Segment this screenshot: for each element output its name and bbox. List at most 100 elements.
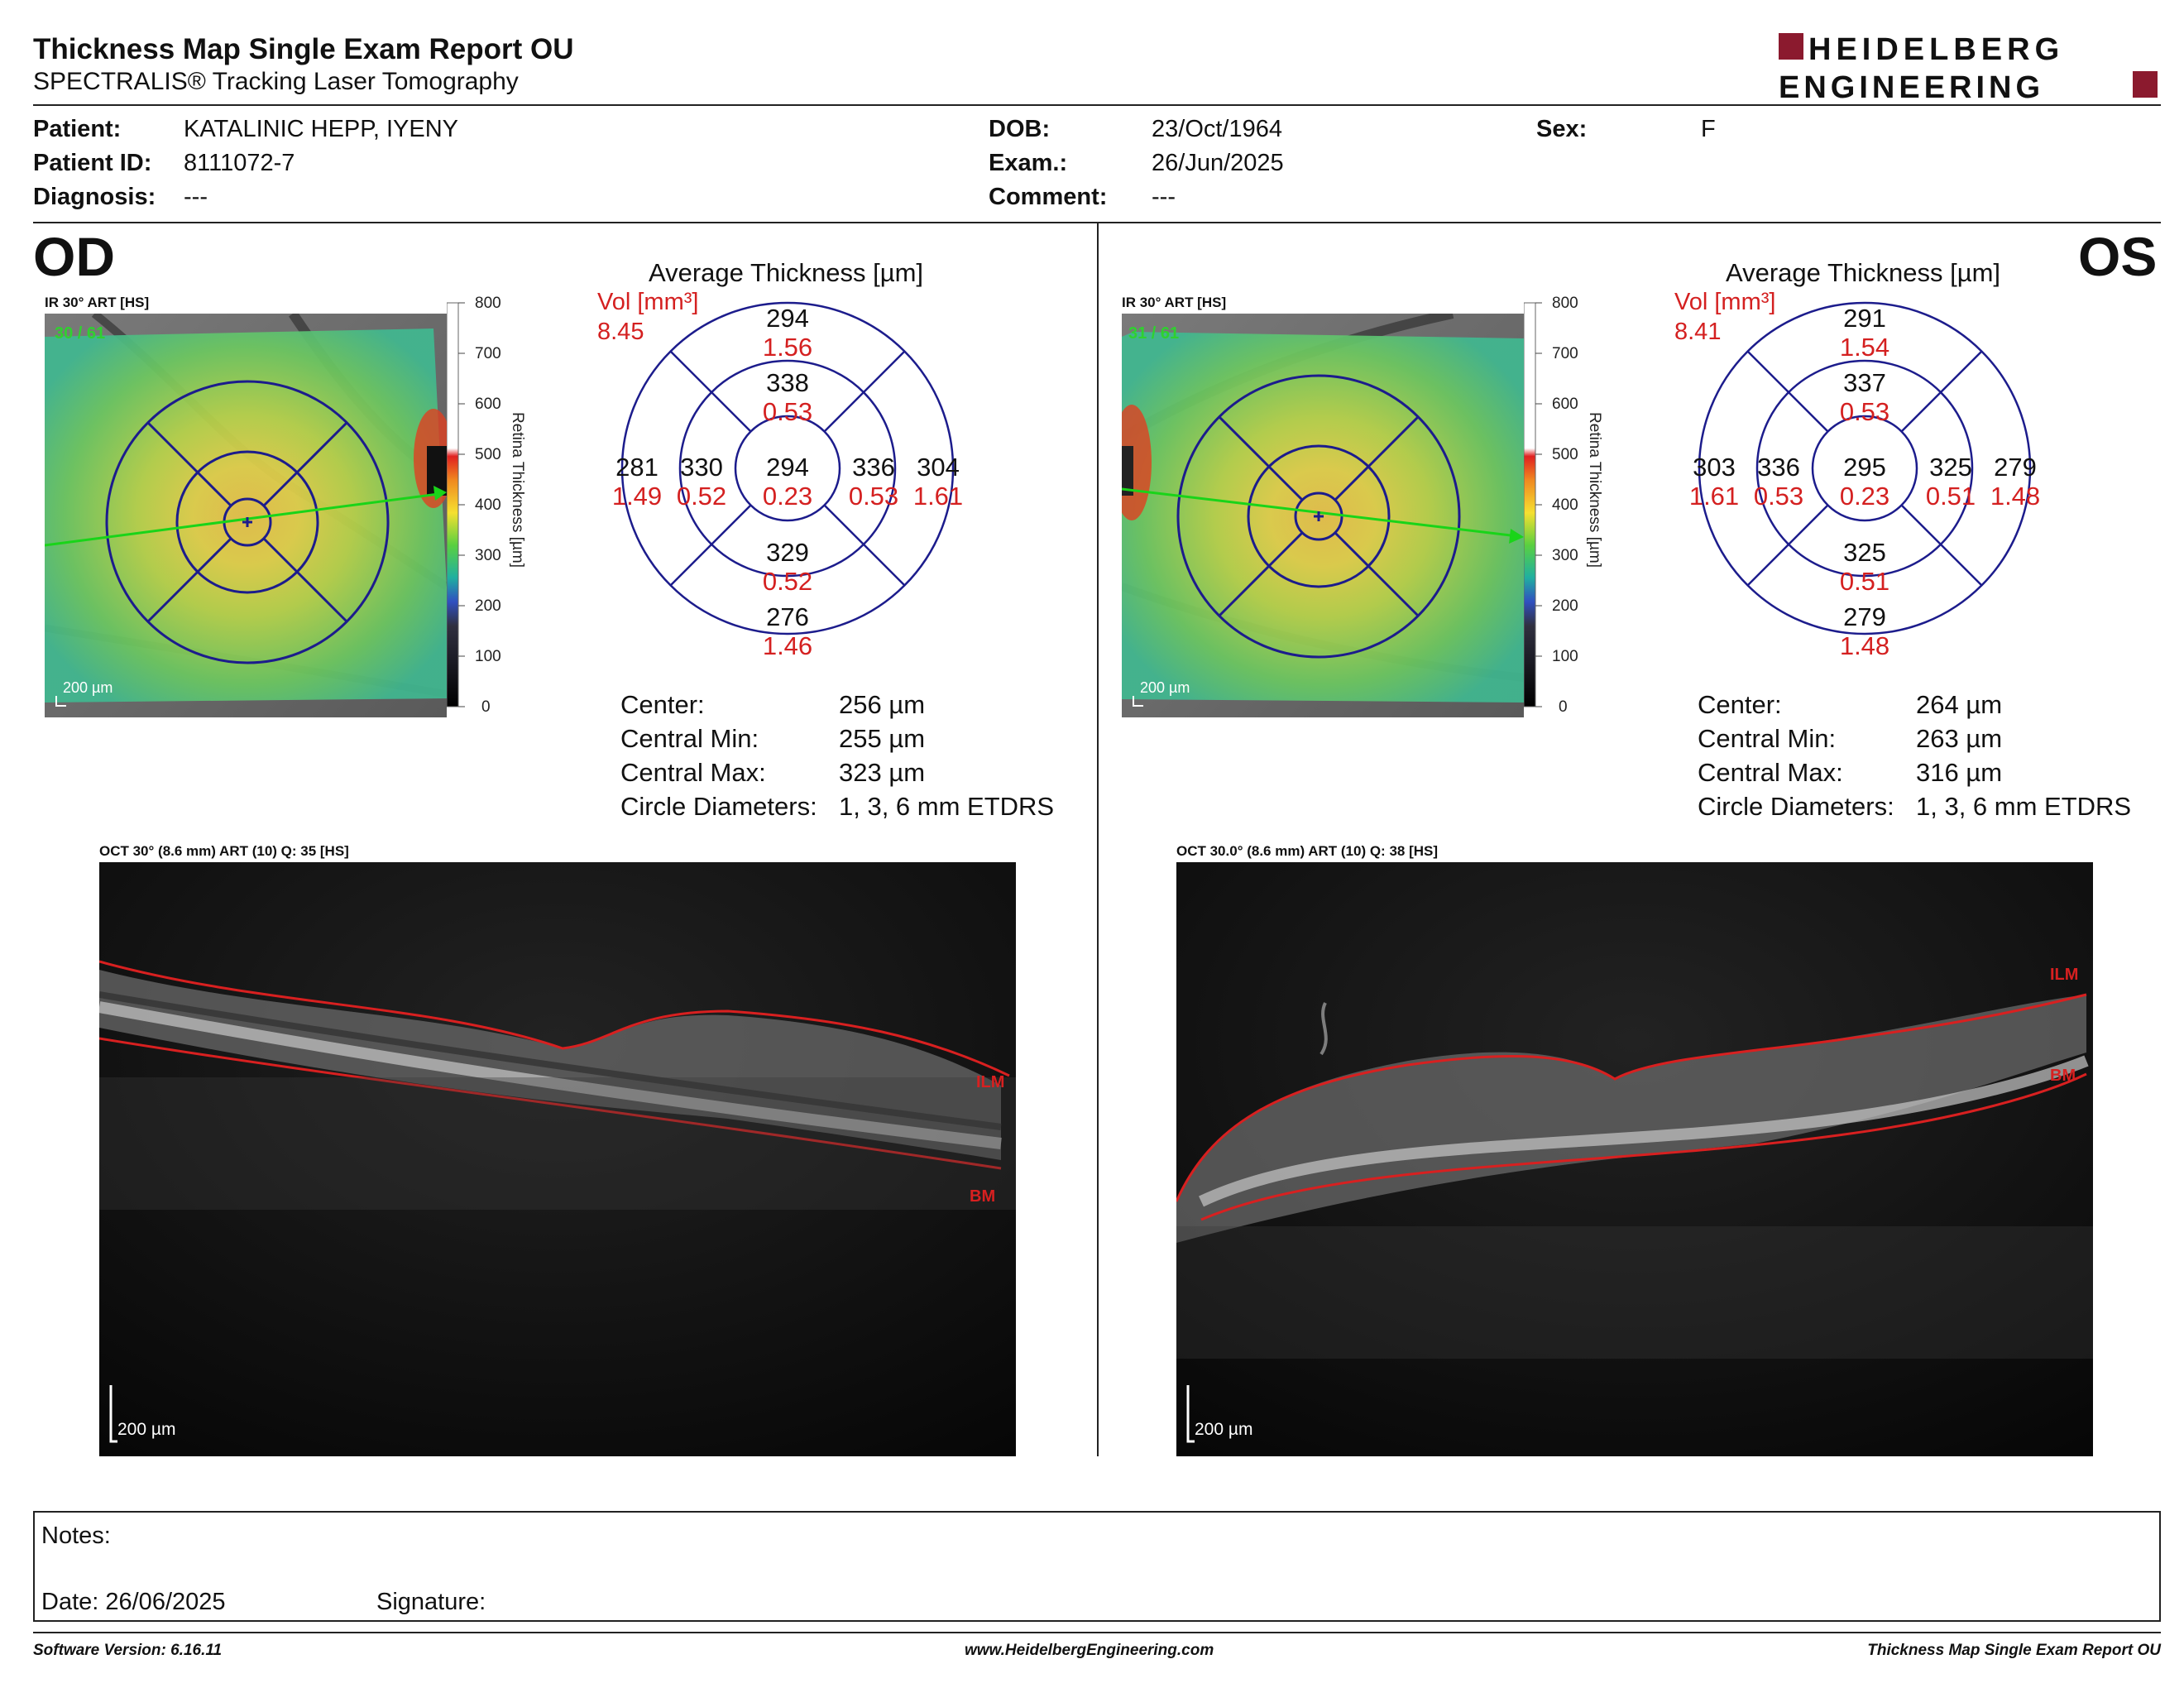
thickness-map-od: 30 / 61 200 µm [45, 314, 447, 717]
svg-text:0: 0 [1559, 698, 1568, 716]
svg-text:Retina Thickness [µm]: Retina Thickness [µm] [509, 412, 526, 568]
patient-label: Patient: [33, 116, 122, 142]
diagnosis: --- [184, 184, 208, 210]
svg-text:276: 276 [766, 602, 809, 631]
center-label-os: Center: [1698, 690, 1782, 719]
svg-text:329: 329 [766, 538, 809, 567]
svg-text:1.54: 1.54 [1840, 333, 1889, 362]
svg-text:BM: BM [2050, 1067, 2076, 1085]
central-min-label-od: Central Min: [620, 724, 759, 753]
svg-text:Average Thickness [µm]: Average Thickness [µm] [1726, 258, 2000, 287]
svg-text:1.61: 1.61 [913, 482, 963, 511]
footer-report-name: Thickness Map Single Exam Report OU [1867, 1642, 2161, 1659]
svg-text:0.53: 0.53 [849, 482, 898, 511]
circle-diameters-label-os: Circle Diameters: [1698, 792, 1894, 821]
notes-box[interactable]: Notes: Date: 26/06/2025 Signature: [33, 1511, 2161, 1622]
svg-text:700: 700 [1552, 345, 1578, 362]
svg-text:600: 600 [475, 396, 501, 413]
date-label: Date: 26/06/2025 [41, 1589, 226, 1615]
svg-text:325: 325 [1929, 453, 1972, 482]
svg-text:400: 400 [1552, 496, 1578, 514]
svg-text:ILM: ILM [2050, 966, 2078, 984]
svg-text:30 / 61: 30 / 61 [55, 324, 105, 343]
sex: F [1701, 116, 1716, 142]
eye-label-od: OD [33, 226, 115, 287]
svg-text:8.41: 8.41 [1674, 319, 1721, 345]
svg-text:336: 336 [1757, 453, 1800, 482]
central-min-od: 255 µm [839, 724, 926, 753]
exam-date: 26/Jun/2025 [1152, 150, 1284, 176]
colorbar-os: 800 700 600 500 400 300 200 100 0 Retina… [1523, 295, 1623, 727]
dob: 23/Oct/1964 [1152, 116, 1282, 142]
center-label-od: Center: [620, 690, 705, 719]
central-max-label-os: Central Max: [1698, 758, 1843, 787]
comment: --- [1152, 184, 1176, 210]
svg-text:ILM: ILM [976, 1073, 1004, 1091]
colorbar-od: 800 700 600 500 400 300 200 100 0 Retina… [446, 295, 546, 727]
scan-line-od [45, 492, 439, 547]
sex-label: Sex: [1536, 116, 1588, 142]
svg-text:336: 336 [852, 453, 895, 482]
svg-text:304: 304 [917, 453, 960, 482]
center-value-os: 264 µm [1916, 690, 2003, 719]
svg-text:0.52: 0.52 [763, 567, 812, 596]
svg-text:200 µm: 200 µm [117, 1420, 175, 1439]
svg-text:700: 700 [475, 345, 501, 362]
svg-text:0.51: 0.51 [1926, 482, 1976, 511]
svg-text:300: 300 [475, 547, 501, 564]
central-max-label-od: Central Max: [620, 758, 766, 787]
svg-text:0.53: 0.53 [1754, 482, 1803, 511]
svg-text:200 µm: 200 µm [63, 679, 113, 696]
oct-bscan-os: 200 µm ILM BM [1176, 862, 2093, 1456]
svg-text:300: 300 [1552, 547, 1578, 564]
heidelberg-logo: HEIDELBERG ENGINEERING [1779, 30, 2159, 105]
circle-diameters-os: 1, 3, 6 mm ETDRS [1916, 792, 2132, 821]
software-version: Software Version: 6.16.11 [33, 1642, 223, 1659]
svg-text:100: 100 [475, 648, 501, 665]
eye-label-os: OS [2078, 226, 2158, 287]
svg-text:291: 291 [1843, 304, 1886, 333]
patient-id-label: Patient ID: [33, 150, 152, 176]
ir-caption-os: IR 30° ART [HS] [1122, 295, 1227, 310]
central-max-os: 316 µm [1916, 758, 2003, 787]
svg-text:337: 337 [1843, 368, 1886, 397]
svg-text:BM: BM [970, 1187, 995, 1206]
svg-text:1.46: 1.46 [763, 631, 812, 660]
svg-text:303: 303 [1693, 453, 1736, 482]
svg-text:1.49: 1.49 [612, 482, 662, 511]
svg-text:279: 279 [1843, 602, 1886, 631]
svg-text:31 / 61: 31 / 61 [1128, 324, 1179, 343]
central-min-label-os: Central Min: [1698, 724, 1837, 753]
svg-text:ENGINEERING: ENGINEERING [1779, 70, 2044, 104]
svg-text:100: 100 [1552, 648, 1578, 665]
svg-text:8.45: 8.45 [597, 319, 644, 345]
svg-text:500: 500 [1552, 446, 1578, 463]
svg-text:200 µm: 200 µm [1195, 1420, 1252, 1439]
scan-line-os [1122, 487, 1511, 537]
central-max-od: 323 µm [839, 758, 926, 787]
svg-text:0: 0 [481, 698, 491, 716]
notes-label: Notes: [41, 1523, 111, 1549]
svg-text:Retina Thickness [µm]: Retina Thickness [µm] [1586, 412, 1603, 568]
svg-text:338: 338 [766, 368, 809, 397]
exam-label: Exam.: [989, 150, 1068, 176]
svg-text:1.61: 1.61 [1689, 482, 1739, 511]
svg-text:200: 200 [475, 597, 501, 615]
oct-caption-od: OCT 30° (8.6 mm) ART (10) Q: 35 [HS] [99, 843, 349, 859]
svg-text:325: 325 [1843, 538, 1886, 567]
svg-text:200: 200 [1552, 597, 1578, 615]
bm-line-od [99, 1037, 1002, 1170]
svg-text:200 µm: 200 µm [1140, 679, 1190, 696]
website-link[interactable]: www.HeidelbergEngineering.com [965, 1642, 1214, 1659]
thickness-map-os: 31 / 61 200 µm [1122, 314, 1524, 717]
svg-text:0.51: 0.51 [1840, 567, 1889, 596]
report-subtitle: SPECTRALIS® Tracking Laser Tomography [33, 68, 519, 95]
report-title: Thickness Map Single Exam Report OU [33, 33, 574, 65]
circle-diameters-label-od: Circle Diameters: [620, 792, 817, 821]
svg-text:800: 800 [475, 296, 501, 312]
svg-text:600: 600 [1552, 396, 1578, 413]
patient-id: 8111072-7 [184, 150, 295, 176]
svg-text:0.53: 0.53 [1840, 397, 1889, 426]
svg-text:294: 294 [766, 453, 809, 482]
svg-text:HEIDELBERG: HEIDELBERG [1808, 32, 2064, 67]
